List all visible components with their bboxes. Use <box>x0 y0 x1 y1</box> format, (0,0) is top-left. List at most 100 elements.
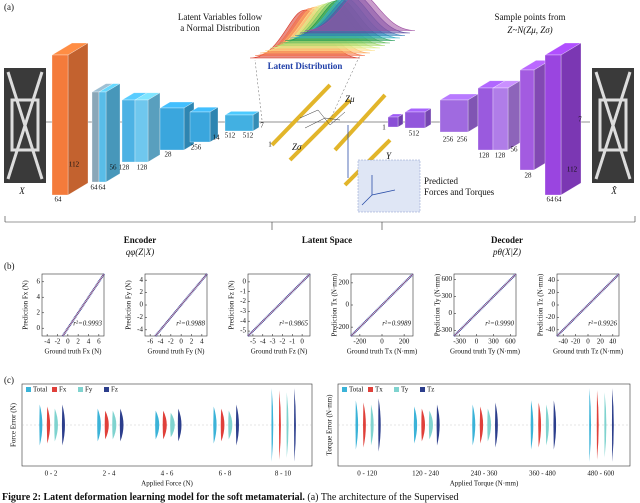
layer-front <box>439 99 469 133</box>
x-tick-label: 600 <box>505 338 516 346</box>
x-tick-label: 4 <box>200 338 204 346</box>
annotation: r²=0.9993 <box>73 320 102 328</box>
violin <box>436 404 440 446</box>
y-tick-label: 0 <box>37 324 41 332</box>
x-tick-label: 240 - 360 <box>471 470 498 478</box>
violin <box>378 398 381 452</box>
caption: Figure 2: Latent deformation learning mo… <box>2 492 459 503</box>
dim-label: 14 <box>213 134 221 142</box>
image-pattern <box>594 71 632 180</box>
layer-front <box>492 87 509 151</box>
y-tick-label: 0 <box>552 301 556 309</box>
violin <box>39 404 43 446</box>
plot-frame <box>453 273 517 337</box>
x-tick-label: -1 <box>289 338 295 346</box>
x-tick-label: 4 - 6 <box>161 470 174 478</box>
x-tick-label: -2 <box>55 338 61 346</box>
legend-label: Fx <box>59 386 67 394</box>
dim-label: 28 <box>525 172 533 180</box>
caption-rest: (a) The architecture of the Supervised <box>305 492 459 503</box>
layer-front <box>544 54 562 196</box>
note: Forces and Torques <box>424 187 495 197</box>
dim-label: 512 <box>243 132 254 140</box>
annotation: r²=0.9988 <box>176 320 205 328</box>
pred-symbol: Y <box>386 151 392 161</box>
legend-swatch <box>420 387 425 392</box>
violin <box>596 390 599 460</box>
dim-label: 7 <box>260 122 264 130</box>
x-tick-label: 300 <box>488 338 499 346</box>
x-tick-label: 0 - 120 <box>357 470 377 478</box>
x-tick-label: -4 <box>260 338 266 346</box>
layer-side <box>424 108 432 129</box>
section-fn: qφ(Z|X) <box>126 247 154 257</box>
layer-front <box>51 54 69 196</box>
x-tick-label: 2 - 4 <box>103 470 116 478</box>
legend-swatch <box>52 387 57 392</box>
violin <box>155 410 160 440</box>
legend-swatch <box>394 387 399 392</box>
violin <box>112 410 117 440</box>
y-tick-label: 300 <box>442 292 453 300</box>
legend-swatch <box>78 387 83 392</box>
x-tick-label: -40 <box>559 338 569 346</box>
x-tick-label: 0 <box>66 338 70 346</box>
fit-line <box>350 273 414 337</box>
fit-line <box>62 273 105 337</box>
y-tick-label: -2 <box>137 313 143 321</box>
x-tick-label: -2 <box>280 338 286 346</box>
image-pattern <box>6 71 44 180</box>
x-axis-label: Ground truth Tx (N·mm) <box>347 348 418 356</box>
violin <box>177 408 182 442</box>
violin <box>235 404 239 446</box>
x-tick-label: 2 <box>190 338 194 346</box>
violin <box>46 406 51 444</box>
x-tick-label: -3 <box>270 338 276 346</box>
dim-label: 112 <box>567 166 578 174</box>
y-tick-label: -40 <box>546 325 556 333</box>
latent-bar <box>270 83 332 147</box>
legend-swatch <box>26 387 31 392</box>
section-bracket <box>4 216 636 230</box>
y-tick-label: -20 <box>546 313 556 321</box>
section-title: Latent Space <box>302 235 352 245</box>
x-tick-label: 20 <box>597 338 605 346</box>
x-tick-label: -300 <box>453 338 466 346</box>
note: Latent Variables follow <box>178 12 263 22</box>
x-tick-label: 2 <box>76 338 80 346</box>
y-tick-label: 20 <box>548 288 556 296</box>
y-axis-label: Force Error (N) <box>10 402 18 447</box>
layer-front <box>121 99 136 163</box>
violin <box>61 404 65 446</box>
layer-front <box>519 69 535 171</box>
dim-label: 128 <box>479 152 490 160</box>
layer-front <box>477 87 494 151</box>
y-tick-label: -5 <box>240 327 246 335</box>
section-title: Decoder <box>491 235 523 245</box>
x-tick-label: -4 <box>158 338 164 346</box>
distribution-ridge <box>304 0 416 31</box>
x-tick-label: 120 - 240 <box>412 470 439 478</box>
latent-links <box>299 109 346 129</box>
x-tick-label: 0 <box>300 338 304 346</box>
x-tick-label: -6 <box>147 338 153 346</box>
violin <box>213 406 217 444</box>
layer-front <box>404 111 426 129</box>
dim-label: 56 <box>110 164 118 172</box>
y-tick-label: 0 <box>243 277 247 285</box>
violin <box>487 408 492 442</box>
dim-label: 256 <box>457 136 468 144</box>
violin <box>271 388 274 462</box>
violin <box>220 408 225 442</box>
layer-side <box>147 92 161 163</box>
violin <box>538 402 542 448</box>
x-axis-label: Ground truth Tz (N·mm) <box>553 348 624 356</box>
x-tick-label: 0 <box>380 338 384 346</box>
legend-label: Tx <box>375 386 383 394</box>
violin <box>170 412 175 438</box>
violin <box>479 406 484 444</box>
violin <box>370 404 374 446</box>
legend-label: Fy <box>85 386 93 394</box>
latent-symbol: Zμ <box>345 94 355 104</box>
dim-label: 128 <box>119 164 130 172</box>
